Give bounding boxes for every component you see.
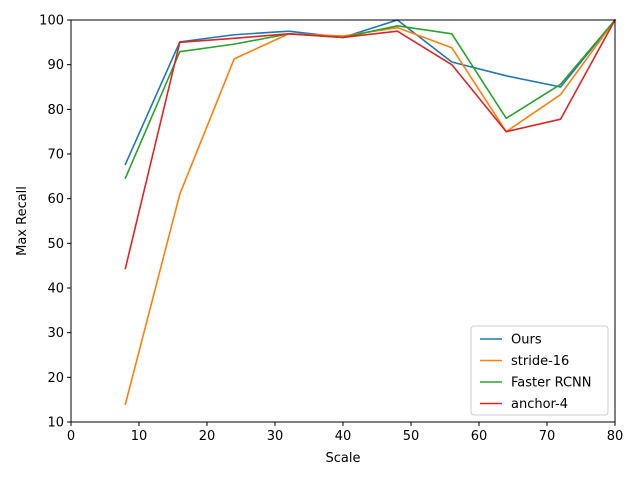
legend-label-ours: Ours [511, 333, 542, 348]
x-tick-label: 10 [131, 429, 148, 444]
x-tick-label: 20 [199, 429, 216, 444]
y-tick-label: 90 [47, 58, 64, 73]
y-axis-ticks: 10 20 30 40 50 60 70 80 90 100 [39, 14, 71, 431]
y-tick-label: 50 [47, 237, 64, 252]
series-line-anchor-4 [124, 18, 617, 270]
series-line-faster-rcnn [124, 18, 617, 180]
y-tick-label: 100 [39, 14, 64, 29]
y-tick-label: 10 [47, 416, 64, 431]
x-axis-ticks: 0 10 20 30 40 50 60 70 80 [67, 422, 623, 444]
x-tick-label: 60 [471, 429, 488, 444]
legend-label-stride-16: stride-16 [511, 354, 569, 369]
y-tick-label: 70 [47, 148, 64, 163]
plot-lines [124, 18, 617, 406]
legend-label-faster-rcnn: Faster RCNN [511, 376, 592, 391]
y-axis-title: Max Recall [15, 186, 30, 256]
y-tick-label: 60 [47, 192, 64, 207]
y-tick-label: 20 [47, 371, 64, 386]
x-tick-label: 80 [607, 429, 624, 444]
series-line-ours [124, 18, 617, 166]
x-tick-label: 0 [67, 429, 75, 444]
x-tick-label: 30 [267, 429, 284, 444]
x-tick-label: 40 [335, 429, 352, 444]
y-tick-label: 40 [47, 282, 64, 297]
legend-box [470, 325, 609, 416]
x-tick-label: 50 [403, 429, 420, 444]
y-tick-label: 30 [47, 326, 64, 341]
x-axis-title: Scale [326, 451, 361, 466]
y-tick-label: 80 [47, 103, 64, 118]
legend-label-anchor-4: anchor-4 [511, 397, 568, 412]
legend: Ours stride-16 Faster RCNN anchor-4 [470, 325, 609, 416]
x-tick-label: 70 [539, 429, 556, 444]
